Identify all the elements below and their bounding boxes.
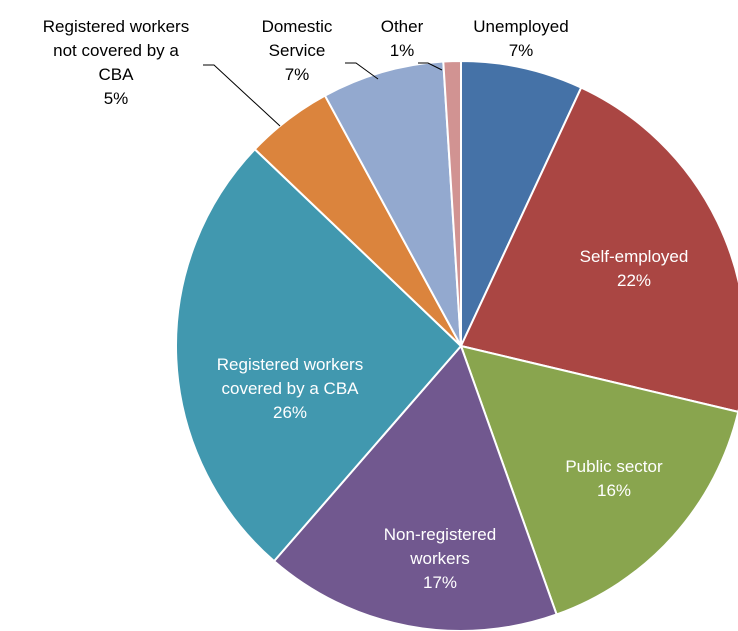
slice-label-registered-workers-cba: Registered workers covered by a CBA 26%	[217, 355, 363, 422]
pie-slice-domestic-service	[323, 60, 462, 347]
slice-name-label: Registered workers	[217, 355, 363, 374]
pie-slice-registered-workers-cba	[175, 147, 463, 563]
slice-percent-label: 1%	[390, 41, 415, 60]
slice-label-domestic-service: Domestic Service 7%	[262, 17, 333, 84]
leader-line-other	[418, 62, 443, 71]
slice-label-other: Other 1%	[381, 17, 424, 60]
slice-label-non-registered-workers: Non-registered workers 17%	[384, 525, 496, 592]
slice-label-self-employed: Self-employed 22%	[580, 247, 689, 290]
slice-name-label: Non-registered	[384, 525, 496, 544]
pie-slice-public-sector	[459, 344, 738, 616]
slice-name-label: Registered workers	[43, 17, 189, 36]
slice-name-label: Domestic	[262, 17, 333, 36]
slice-name-label: workers	[409, 549, 470, 568]
leader-line-registered-workers-not-cba	[203, 64, 281, 127]
slice-name-label: Other	[381, 17, 424, 36]
slice-name-label: not covered by a	[53, 41, 179, 60]
slice-percent-label: 7%	[509, 41, 534, 60]
leader-line-domestic-service	[345, 62, 379, 80]
slice-name-label: CBA	[99, 65, 135, 84]
slice-percent-label: 26%	[273, 403, 307, 422]
slice-name-label: Public sector	[565, 457, 663, 476]
slice-percent-label: 16%	[597, 481, 631, 500]
slice-label-registered-workers-not-cba: Registered workers not covered by a CBA 5%	[43, 17, 189, 108]
pie-slice-unemployed	[460, 59, 583, 347]
slice-percent-label: 5%	[104, 89, 129, 108]
slice-percent-label: 22%	[617, 271, 651, 290]
slice-label-public-sector: Public sector 16%	[565, 457, 663, 500]
slice-percent-label: 7%	[285, 65, 310, 84]
pie-slices	[175, 59, 738, 631]
slice-name-label: Unemployed	[473, 17, 568, 36]
slice-name-label: Self-employed	[580, 247, 689, 266]
slice-name-label: covered by a CBA	[221, 379, 359, 398]
slice-percent-label: 17%	[423, 573, 457, 592]
pie-slice-other	[442, 59, 462, 347]
slice-label-unemployed: Unemployed 7%	[473, 17, 568, 60]
slice-name-label: Service	[269, 41, 326, 60]
leader-lines	[203, 62, 443, 127]
pie-slice-non-registered-workers	[272, 344, 558, 631]
slice-labels: Unemployed 7% Self-employed 22% Public secto…	[43, 17, 689, 592]
pie-slice-self-employed	[459, 86, 738, 413]
